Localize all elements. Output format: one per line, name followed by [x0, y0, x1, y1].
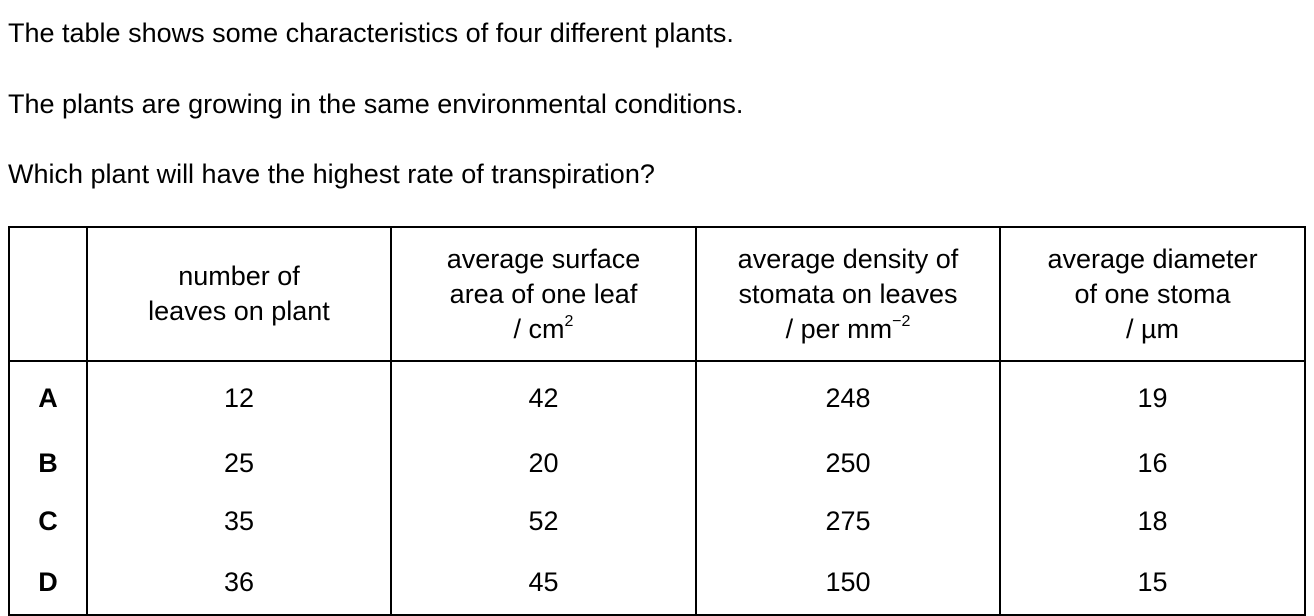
header-line: stomata on leaves [738, 278, 958, 309]
header-unit: / µm [1125, 313, 1180, 344]
row-label: C [8, 492, 88, 550]
unit-text: / per mm [785, 313, 893, 344]
row-label: A [8, 361, 88, 434]
header-line: average surface [446, 243, 641, 274]
table-cell: 52 [390, 492, 697, 550]
row-label: D [8, 550, 88, 616]
header-line: average density of [737, 243, 959, 274]
row-label: B [8, 434, 88, 492]
table-header-row: number of leaves on plant average surfac… [8, 226, 1306, 362]
header-line: number of [178, 261, 300, 291]
table-cell: 275 [695, 492, 1001, 550]
table-row: A 12 42 248 19 [8, 361, 1306, 434]
header-unit: / cm2 [392, 312, 695, 347]
table-row: D 36 45 150 15 [8, 550, 1306, 616]
table-cell: 20 [390, 434, 697, 492]
header-surface-area: average surface area of one leaf / cm2 [390, 226, 697, 362]
unit-text: / cm [513, 313, 565, 344]
table-row: C 35 52 275 18 [8, 492, 1306, 550]
table-cell: 36 [86, 550, 392, 616]
header-line: of one stoma [1074, 278, 1231, 309]
table-cell: 16 [999, 434, 1306, 492]
table-cell: 12 [86, 361, 392, 434]
table-cell: 25 [86, 434, 392, 492]
header-line: area of one leaf [449, 278, 638, 309]
table-cell: 45 [390, 550, 697, 616]
table-cell: 18 [999, 492, 1306, 550]
table-cell: 150 [695, 550, 1001, 616]
header-number-of-leaves: number of leaves on plant [86, 226, 392, 362]
table-row: B 25 20 250 16 [8, 434, 1306, 492]
header-line: leaves on plant [148, 296, 330, 326]
question-intro: The table shows some characteristics of … [8, 18, 734, 48]
question-conditions: The plants are growing in the same envir… [8, 89, 744, 119]
question-prompt: Which plant will have the highest rate o… [8, 159, 655, 189]
table-cell: 250 [695, 434, 1001, 492]
header-stoma-diameter: average diameter of one stoma / µm [999, 226, 1306, 362]
unit-superscript: −2 [892, 312, 911, 330]
table-cell: 19 [999, 361, 1306, 434]
header-stomata-density: average density of stomata on leaves / p… [695, 226, 1001, 362]
table-cell: 248 [695, 361, 1001, 434]
table-cell: 35 [86, 492, 392, 550]
table-cell: 42 [390, 361, 697, 434]
header-unit: / per mm−2 [697, 312, 999, 347]
unit-superscript: 2 [564, 312, 574, 330]
plant-characteristics-table: number of leaves on plant average surfac… [8, 226, 1306, 616]
header-empty-cell [8, 226, 88, 362]
table-cell: 15 [999, 550, 1306, 616]
header-line: average diameter [1047, 243, 1258, 274]
